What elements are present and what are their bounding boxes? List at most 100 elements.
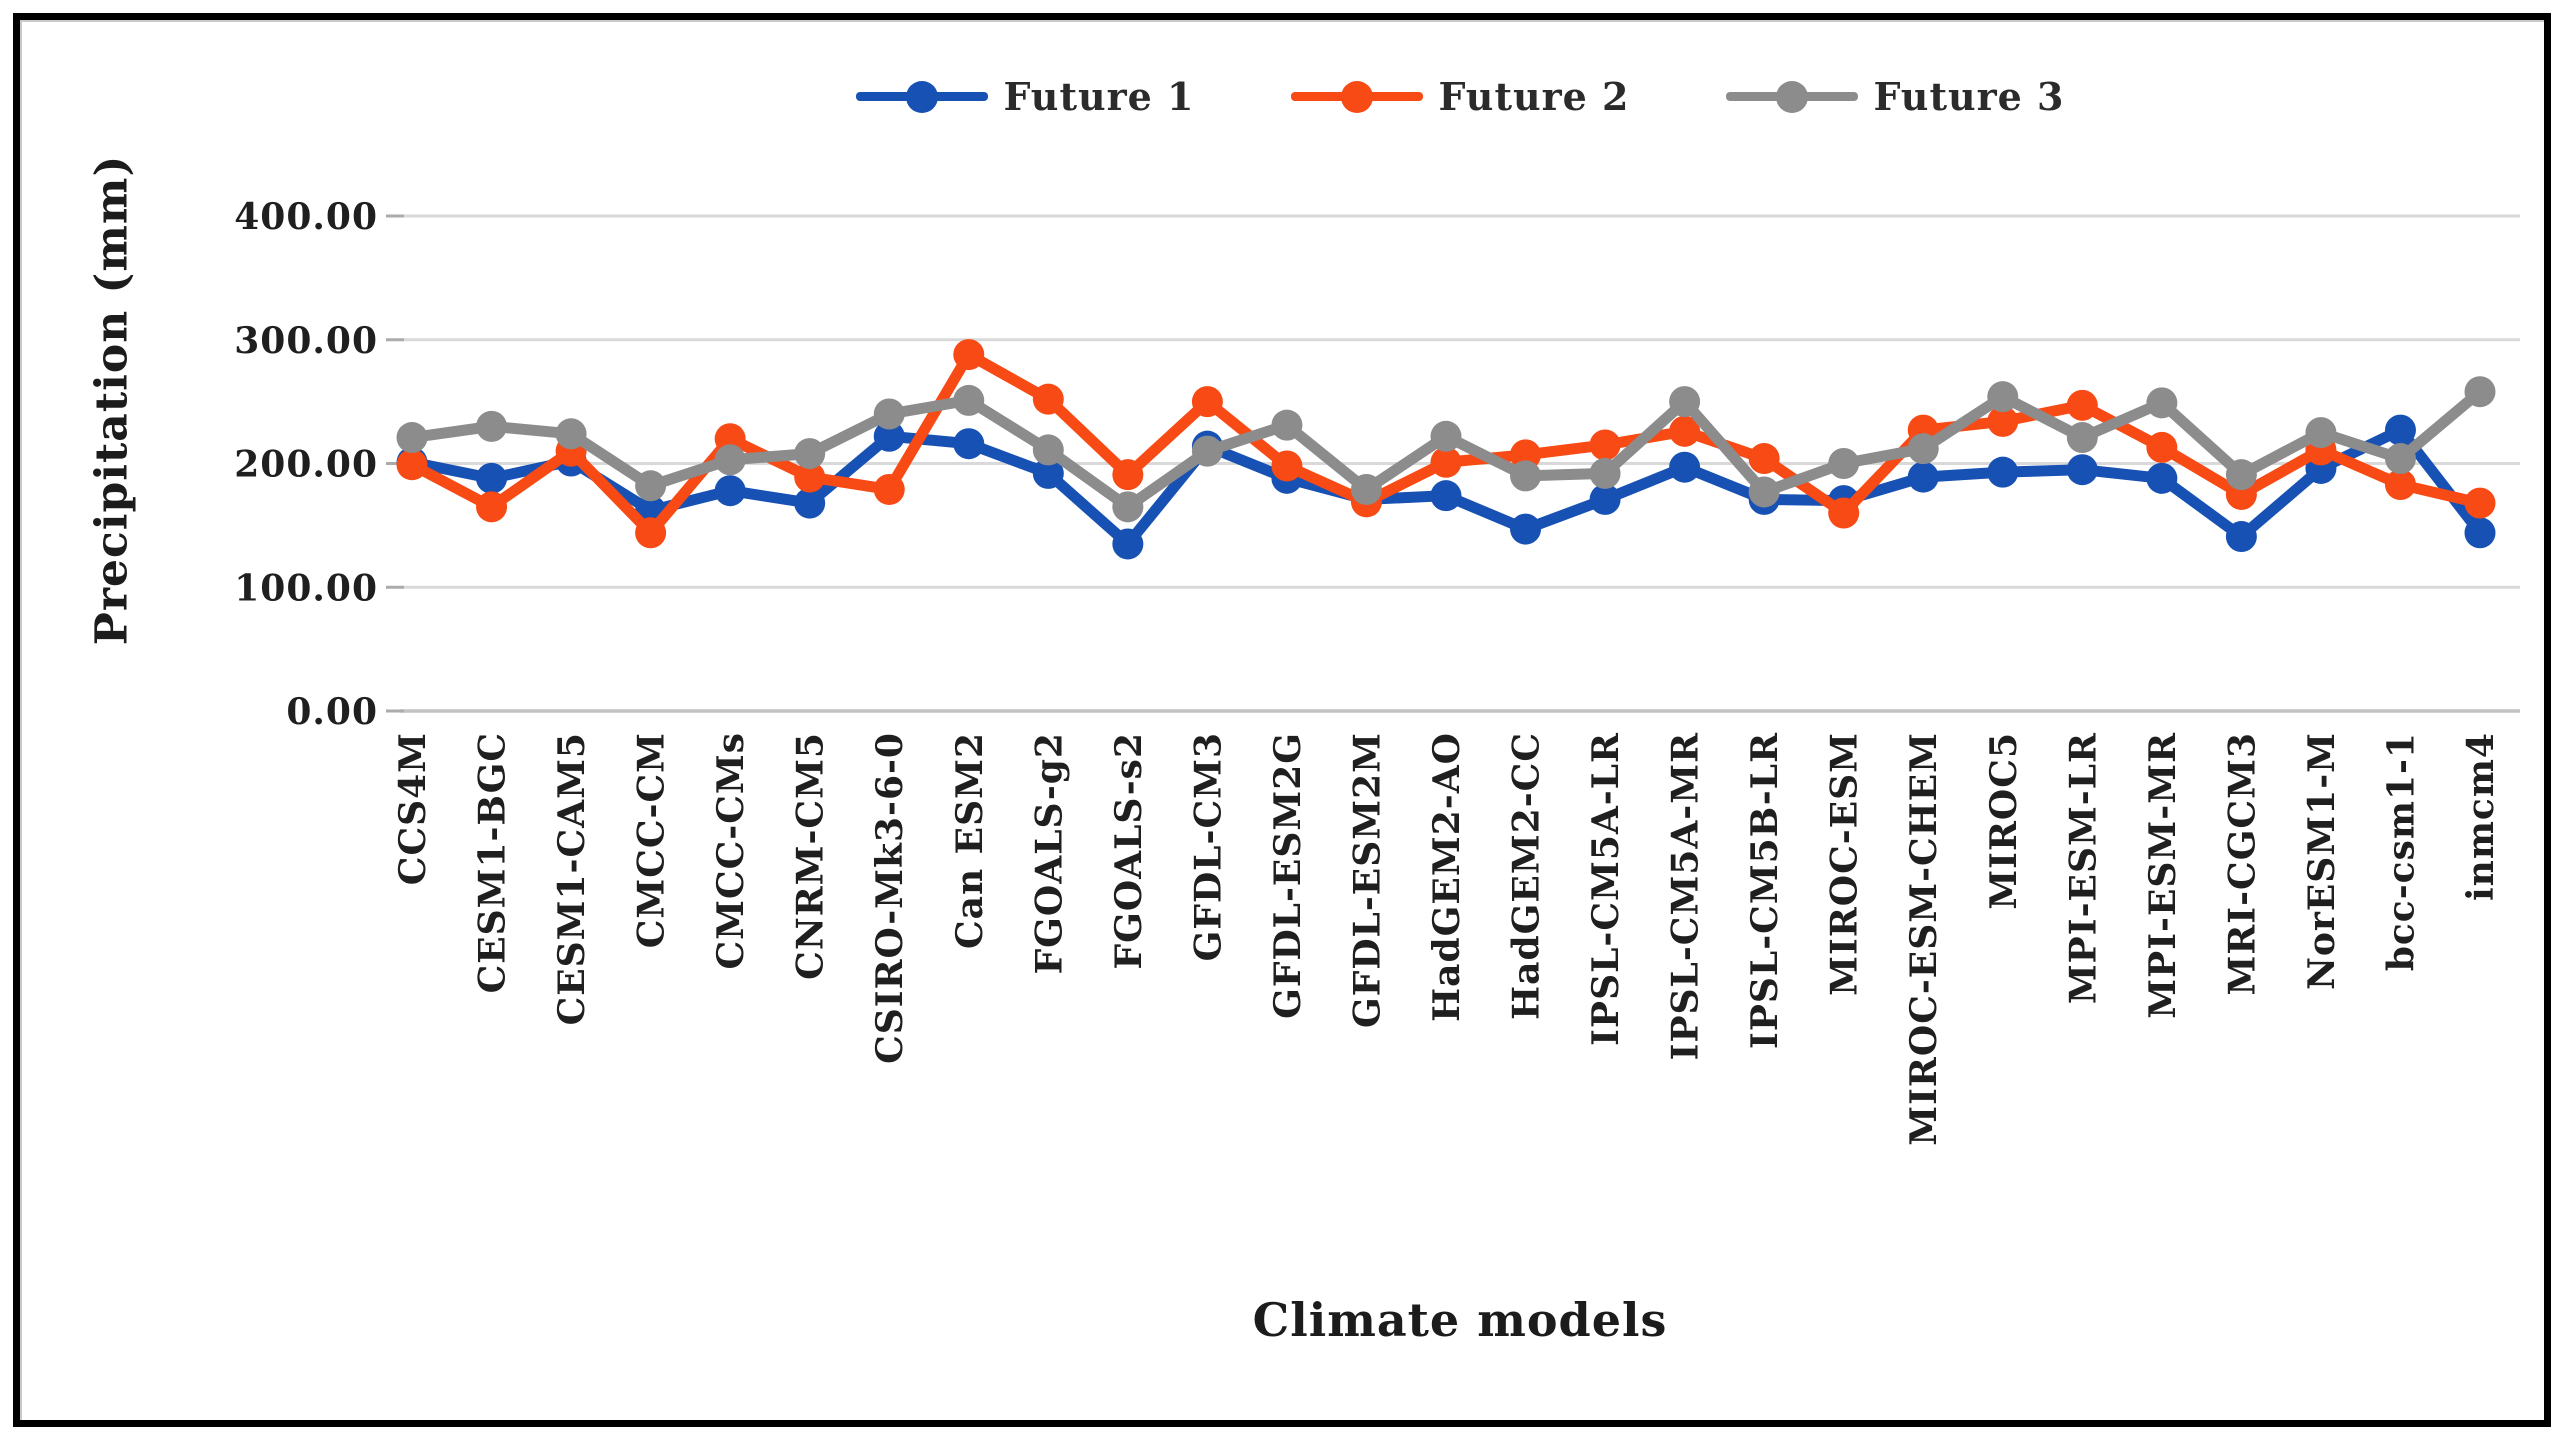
data-point xyxy=(1669,415,1701,447)
data-point xyxy=(1430,446,1462,478)
data-point xyxy=(2066,422,2098,454)
x-tick-label: HadGEM2-AO xyxy=(1426,732,1468,1022)
data-point xyxy=(1589,483,1621,515)
data-point xyxy=(714,444,746,476)
data-point xyxy=(1430,480,1462,512)
y-tick-label: 400.00 xyxy=(234,196,378,238)
data-point xyxy=(953,384,985,416)
data-point xyxy=(2066,454,2098,486)
data-point xyxy=(476,410,508,442)
legend-dot-icon xyxy=(905,80,938,113)
x-tick-label: IPSL-CM5A-MR xyxy=(1665,732,1707,1060)
data-point xyxy=(1907,461,1939,493)
x-tick-label: GFDL-ESM2M xyxy=(1346,732,1388,1028)
data-point xyxy=(1112,528,1144,560)
data-point xyxy=(873,420,905,452)
x-tick-label: MPI-ESM-MR xyxy=(2142,732,2184,1019)
data-point xyxy=(2464,487,2496,519)
legend-line-marker-future-3 xyxy=(1725,80,1858,113)
x-tick-label: Can ESM2 xyxy=(949,732,991,949)
data-point xyxy=(1828,448,1860,479)
data-point xyxy=(476,491,508,523)
chart-legend: Future 1 Future 2 Future 3 xyxy=(400,74,2520,119)
data-point xyxy=(2464,517,2496,549)
legend-line-marker-future-2 xyxy=(1290,80,1423,113)
x-axis-title: Climate models xyxy=(1252,1293,1668,1347)
data-point xyxy=(794,487,826,519)
data-point xyxy=(1748,443,1780,475)
y-tick-label: 0.00 xyxy=(286,691,378,733)
data-point xyxy=(1987,381,2019,413)
legend-dot-icon xyxy=(1340,80,1373,113)
y-tick-label: 200.00 xyxy=(234,444,378,486)
x-tick-label: FGOALS-g2 xyxy=(1028,732,1070,974)
x-tick-label: GFDL-CM3 xyxy=(1187,732,1229,961)
data-point xyxy=(2146,431,2178,463)
data-point xyxy=(635,517,667,549)
data-point xyxy=(794,438,826,470)
data-point xyxy=(2464,376,2496,408)
figure-frame xyxy=(13,13,2551,1427)
data-point xyxy=(1191,386,1223,418)
x-tick-label: MIROC-ESM xyxy=(1824,732,1866,996)
data-point xyxy=(2146,387,2178,419)
legend-item-future-1: Future 1 xyxy=(855,74,1195,119)
data-point xyxy=(1032,434,1064,466)
x-tick-label: IPSL-CM5A-LR xyxy=(1585,732,1627,1046)
data-point xyxy=(953,428,985,460)
x-tick-label: CESM1-CAM5 xyxy=(551,732,593,1025)
data-point xyxy=(1589,429,1621,461)
data-point xyxy=(2305,417,2337,449)
data-point xyxy=(1032,457,1064,489)
data-point xyxy=(1907,433,1939,465)
data-point xyxy=(1112,491,1144,523)
data-point xyxy=(555,418,587,450)
data-point xyxy=(396,449,428,481)
x-tick-label: MPI-ESM-LR xyxy=(2062,732,2104,1004)
data-point xyxy=(1271,450,1303,482)
data-point xyxy=(1191,435,1223,467)
y-tick-label: 300.00 xyxy=(234,320,378,362)
data-point xyxy=(1828,497,1860,529)
x-tick-label: HadGEM2-CC xyxy=(1506,732,1548,1020)
data-point xyxy=(1112,459,1144,491)
data-point xyxy=(1987,456,2019,488)
data-point xyxy=(2384,469,2416,501)
x-tick-label: IPSL-CM5B-LR xyxy=(1744,732,1786,1049)
data-point xyxy=(1589,457,1621,489)
legend-item-future-2: Future 2 xyxy=(1290,74,1630,119)
data-point xyxy=(476,462,508,494)
data-point xyxy=(1987,405,2019,437)
y-tick-label: 100.00 xyxy=(234,567,378,609)
data-point xyxy=(1510,513,1542,545)
legend-label: Future 2 xyxy=(1438,74,1630,119)
x-tick-label: CMCC-CMs xyxy=(710,732,752,970)
x-tick-label: CMCC-CM xyxy=(631,732,673,948)
legend-label: Future 3 xyxy=(1873,74,2065,119)
data-point xyxy=(1032,383,1064,415)
x-tick-label: MIROC-ESM-CHEM xyxy=(1903,732,1945,1146)
data-point xyxy=(2066,389,2098,421)
data-point xyxy=(2384,414,2416,446)
x-tick-label: CCS4M xyxy=(392,732,434,885)
x-tick-label: CESM1-BGC xyxy=(472,732,514,993)
legend-line-marker-future-1 xyxy=(855,80,988,113)
data-point xyxy=(1669,451,1701,483)
data-point xyxy=(873,473,905,505)
data-point xyxy=(2225,459,2257,491)
legend-item-future-3: Future 3 xyxy=(1725,74,2065,119)
data-point xyxy=(1350,473,1382,505)
x-tick-label: NorESM1-M xyxy=(2301,732,2343,990)
legend-label: Future 1 xyxy=(1003,74,1195,119)
data-point xyxy=(1510,460,1542,492)
data-point xyxy=(635,470,667,502)
data-point xyxy=(2146,462,2178,494)
data-point xyxy=(714,475,746,507)
data-point xyxy=(2384,443,2416,475)
x-tick-label: CSIRO-Mk3-6-0 xyxy=(869,732,911,1064)
data-point xyxy=(1748,476,1780,508)
data-point xyxy=(873,398,905,430)
data-point xyxy=(1430,420,1462,452)
x-tick-label: bcc-csm1-1 xyxy=(2380,732,2422,971)
